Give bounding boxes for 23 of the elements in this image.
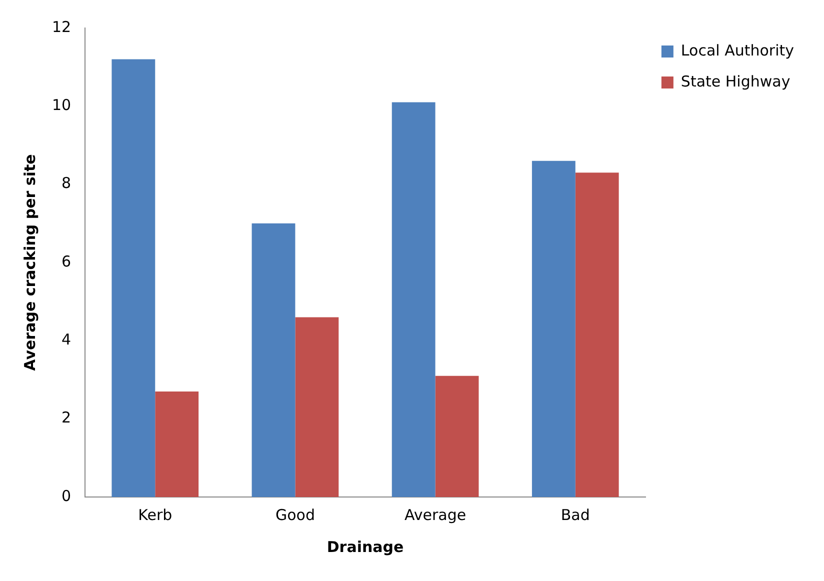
x-axis-title: Drainage — [326, 538, 404, 556]
legend-label: State Highway — [680, 72, 790, 90]
y-tick-label: 8 — [62, 174, 72, 192]
bar — [575, 172, 619, 497]
bar — [155, 391, 199, 497]
legend-label: Local Authority — [680, 41, 794, 60]
x-tick-label: Good — [275, 506, 315, 524]
y-tick-label: 0 — [62, 486, 72, 505]
x-tick-label: Average — [404, 506, 466, 524]
x-tick-label: Kerb — [138, 506, 172, 524]
y-tick-label: 10 — [52, 96, 72, 114]
bar — [392, 102, 436, 497]
bar — [112, 59, 156, 497]
y-tick-label: 2 — [62, 408, 72, 427]
bar — [532, 160, 576, 497]
bar — [252, 223, 296, 497]
y-tick-label: 4 — [62, 330, 72, 349]
y-tick-label: 6 — [62, 252, 72, 270]
bar — [435, 376, 479, 497]
y-axis-title: Average cracking per site — [20, 154, 39, 371]
x-tick-label: Bad — [560, 506, 590, 524]
y-tick-label: 12 — [52, 18, 72, 36]
bar — [295, 317, 339, 497]
